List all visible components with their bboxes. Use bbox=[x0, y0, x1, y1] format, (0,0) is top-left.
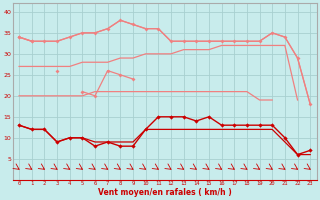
X-axis label: Vent moyen/en rafales ( km/h ): Vent moyen/en rafales ( km/h ) bbox=[98, 188, 231, 197]
